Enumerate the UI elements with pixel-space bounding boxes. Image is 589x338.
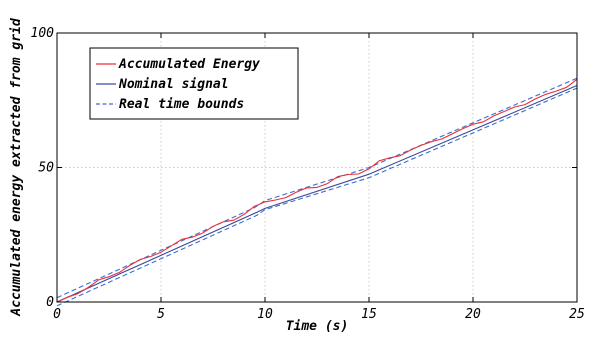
- y-tick-label: 50: [38, 161, 54, 176]
- series-line-1: [56, 84, 578, 303]
- legend-label: Real time bounds: [119, 97, 244, 112]
- x-tick-label: 10: [257, 307, 273, 322]
- axis-ticks: 0 5 10 15 20 25 0 50 100: [31, 26, 585, 322]
- legend-label: Nominal signal: [118, 77, 229, 92]
- x-axis-label: Time (s): [286, 319, 349, 334]
- series-layer: [56, 77, 578, 307]
- x-tick-label: 20: [465, 307, 481, 322]
- legend-label: Accumulated Energy: [118, 57, 260, 72]
- legend: Accumulated Energy Nominal signal Real tim…: [89, 47, 299, 120]
- y-tick-label: 100: [31, 26, 55, 41]
- x-tick-label: 15: [361, 307, 377, 322]
- series-line-2-1: [56, 87, 578, 307]
- x-tick-label: 5: [157, 307, 165, 322]
- x-tick-label: 0: [53, 307, 61, 322]
- x-tick-label: 25: [569, 307, 585, 322]
- series-line-0: [56, 78, 578, 303]
- legend-box: [89, 47, 299, 120]
- y-tick-label: 0: [46, 295, 54, 310]
- y-axis-label: Accumulated energy extracted from grid: [9, 17, 24, 317]
